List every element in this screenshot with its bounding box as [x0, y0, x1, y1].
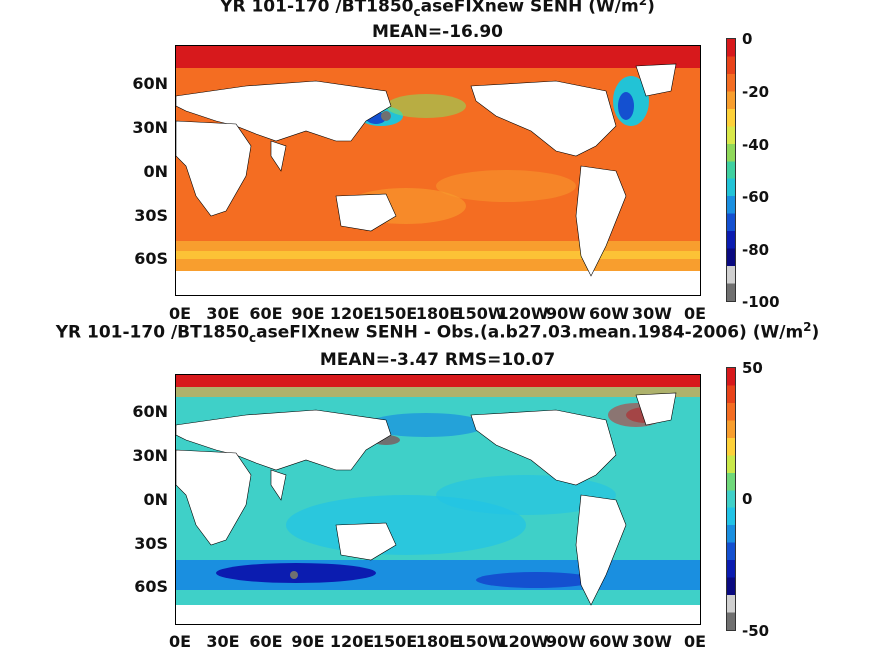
lon-tick-label: 150W [454, 304, 506, 323]
lon-tick-label: 120W [497, 632, 549, 651]
lon-tick-label: 0E [683, 632, 707, 651]
panel1-lat-label: 60S [134, 249, 168, 268]
panel2-colorbar-label: 0 [742, 490, 753, 508]
panel2-lat-label: 60S [134, 577, 168, 596]
panel2-colorbar-label: 50 [742, 359, 763, 377]
lon-tick-label: 180E [415, 304, 461, 323]
lon-tick-label: 60E [249, 304, 283, 323]
lon-tick-label: 30W [632, 632, 672, 651]
panel1-colorbar-label: -60 [742, 188, 770, 206]
lon-tick-label: 30E [206, 304, 240, 323]
panel1-map-svg [176, 46, 700, 295]
panel1-map [175, 45, 701, 296]
lon-tick-label: 0E [168, 304, 192, 323]
panel1-title-line1: YR 101-170 /BT1850caseFIXnew SENH (W/m2) [220, 0, 655, 20]
panel1-colorbar-label: -20 [742, 83, 770, 101]
lon-tick-label: 90W [546, 304, 586, 323]
lon-tick-label: 0E [168, 632, 192, 651]
panel2-title-line1: YR 101-170 /BT1850caseFIXnew SENH - Obs.… [55, 320, 820, 346]
panel1-lat-label: 0N [143, 162, 168, 181]
lon-tick-label: 150E [372, 632, 418, 651]
panel2-lat-label: 30N [132, 446, 168, 465]
lon-tick-label: 90W [546, 632, 586, 651]
panel1-colorbar-label: -80 [742, 241, 770, 259]
lon-tick-label: 90E [291, 304, 325, 323]
panel1-title-mean: MEAN=-16.90 [372, 22, 503, 42]
lon-tick-label: 120E [329, 304, 375, 323]
lon-tick-label: 60W [589, 632, 629, 651]
lon-tick-label: 120W [497, 304, 549, 323]
lon-tick-label: 30W [632, 304, 672, 323]
lon-tick-label: 60W [589, 304, 629, 323]
panel2-colorbar [726, 367, 736, 631]
panel1-lon-axis: 0E 30E 60E 90E 120E 150E 180E 150W 120W … [160, 304, 720, 324]
lon-tick-label: 60E [249, 632, 283, 651]
panel2-lat-label: 0N [143, 490, 168, 509]
panel1-colorbar-label: -40 [742, 136, 770, 154]
panel2-map [175, 374, 701, 625]
panel2-lat-label: 30S [134, 534, 168, 553]
panel1-lat-label: 60N [132, 74, 168, 93]
lon-tick-label: 30E [206, 632, 240, 651]
lon-tick-label: 180E [415, 632, 461, 651]
panel1-colorbar-label: -100 [742, 293, 780, 311]
panel2-lon-axis: 0E 30E 60E 90E 120E 150E 180E 150W 120W … [160, 632, 720, 652]
panel2-map-svg [176, 375, 700, 624]
lon-tick-label: 120E [329, 632, 375, 651]
panel1-lat-label: 30N [132, 118, 168, 137]
lon-tick-label: 150W [454, 632, 506, 651]
panel2-title-mean-rms: MEAN=-3.47 RMS=10.07 [319, 350, 556, 370]
panel1-lat-label: 30S [134, 206, 168, 225]
panel2-colorbar-label: -50 [742, 622, 770, 640]
lon-tick-label: 150E [372, 304, 418, 323]
lon-tick-label: 0E [683, 304, 707, 323]
panel1-colorbar [726, 38, 736, 302]
lon-tick-label: 90E [291, 632, 325, 651]
panel1-colorbar-label: 0 [742, 30, 753, 48]
panel2-lat-label: 60N [132, 402, 168, 421]
